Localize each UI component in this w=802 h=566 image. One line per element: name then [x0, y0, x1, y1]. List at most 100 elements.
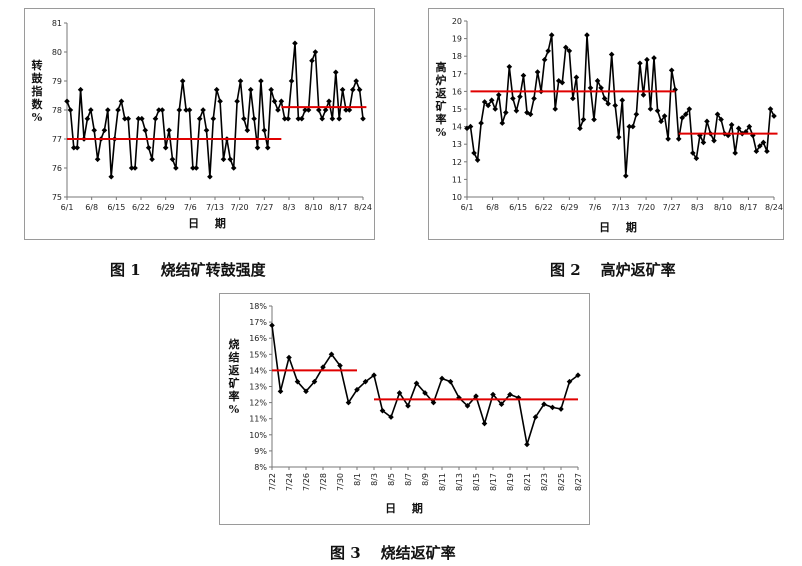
data-point	[319, 115, 325, 122]
data-point	[88, 107, 94, 113]
data-point	[481, 420, 488, 427]
data-point	[346, 107, 353, 113]
y-axis-label-char: 指	[32, 84, 43, 98]
x-tick-label: 6/22	[535, 203, 553, 212]
x-tick-label: 6/29	[157, 203, 175, 212]
data-point	[105, 107, 111, 113]
y-tick-label: 77	[52, 135, 62, 144]
y-tick-label: 10	[452, 193, 462, 202]
chart-1-svg: 75 76 77 78 79 80 81 6/1 6/8 6/15 6/22 6/29 7/6 7/13 7…	[32, 19, 372, 230]
x-tick-label: 8/13	[455, 473, 464, 491]
data-point	[545, 48, 551, 54]
data-point	[447, 378, 454, 385]
data-point	[213, 86, 220, 93]
x-tick-label: 8/9	[421, 473, 430, 486]
data-point	[135, 115, 142, 122]
x-axis-label: 日 期	[188, 216, 232, 230]
x-tick-label: 6/1	[461, 203, 474, 212]
data-point	[193, 165, 200, 171]
data-point	[162, 144, 169, 151]
x-tick-label: 8/10	[305, 203, 323, 212]
data-point	[207, 173, 213, 180]
data-point	[326, 98, 332, 105]
data-point	[686, 106, 693, 112]
y-tick-label: 80	[52, 48, 62, 57]
data-point	[329, 115, 336, 122]
data-point	[728, 122, 735, 128]
data-point	[637, 60, 643, 67]
data-point	[176, 107, 183, 113]
data-point	[718, 116, 724, 123]
data-point	[558, 406, 564, 412]
y-tick-label: 17	[452, 70, 462, 79]
data-point	[288, 78, 295, 84]
data-point	[101, 127, 108, 134]
data-point	[594, 78, 601, 84]
y-tick-label: 10%	[249, 431, 267, 440]
data-point	[122, 115, 128, 122]
data-point	[268, 86, 274, 93]
y-tick-label: 75	[52, 193, 62, 202]
y-tick-label: 19	[452, 35, 462, 44]
x-tick-label: 6/15	[509, 203, 527, 212]
data-point	[159, 107, 166, 113]
y-tick-label: 15%	[249, 350, 267, 359]
data-point	[354, 386, 360, 393]
x-tick-label: 8/17	[489, 473, 498, 491]
figure-3-number: 图 3	[330, 544, 361, 562]
data-point	[658, 118, 664, 125]
data-point	[353, 78, 359, 84]
data-point	[601, 95, 608, 102]
y-tick-label: 16	[452, 87, 462, 96]
x-tick-label: 6/29	[560, 203, 578, 212]
x-tick-label: 8/17	[329, 203, 347, 212]
y-tick-label: 11	[452, 175, 462, 184]
data-point	[570, 95, 576, 102]
data-point	[305, 107, 312, 113]
data-point	[179, 78, 186, 84]
x-tick-label: 8/5	[387, 473, 396, 486]
data-point	[234, 98, 240, 105]
y-tick-label: 20	[452, 17, 462, 26]
data-point	[520, 72, 527, 79]
data-point	[714, 111, 721, 118]
data-point	[654, 107, 661, 114]
data-point	[608, 51, 615, 58]
data-point	[767, 106, 774, 112]
y-tick-label: 12	[452, 158, 462, 167]
data-point	[640, 92, 647, 98]
data-point	[71, 144, 77, 151]
data-point	[247, 86, 254, 93]
data-point	[430, 399, 437, 406]
x-tick-label: 7/28	[319, 473, 328, 491]
data-point	[156, 107, 162, 113]
y-tick-label: 79	[52, 77, 62, 86]
data-point	[622, 173, 629, 179]
data-point	[220, 156, 227, 163]
y-tick-label: 16%	[249, 334, 267, 343]
data-point	[679, 115, 686, 121]
figure-3-title: 烧结返矿率	[380, 544, 456, 562]
data-point	[566, 48, 573, 54]
x-tick-label: 8/1	[353, 473, 362, 486]
data-point	[298, 115, 305, 122]
x-tick-label: 7/13	[206, 203, 224, 212]
x-tick-label: 6/15	[107, 203, 125, 212]
data-point	[125, 115, 132, 122]
data-point	[626, 123, 633, 130]
data-point	[661, 113, 668, 119]
data-point	[598, 85, 604, 91]
data-point	[142, 127, 149, 134]
data-point	[615, 134, 622, 140]
data-point	[210, 115, 217, 122]
y-axis-label-char: 炉	[436, 73, 447, 87]
data-point	[510, 95, 516, 102]
y-axis-label-char: 矿	[229, 376, 240, 390]
x-tick-label: 8/3	[283, 203, 296, 212]
x-tick-label: 7/6	[588, 203, 601, 212]
data-point	[203, 127, 210, 134]
data-point	[74, 144, 81, 151]
data-point	[183, 107, 189, 113]
data-point	[251, 115, 257, 122]
y-tick-label: 78	[52, 106, 62, 115]
